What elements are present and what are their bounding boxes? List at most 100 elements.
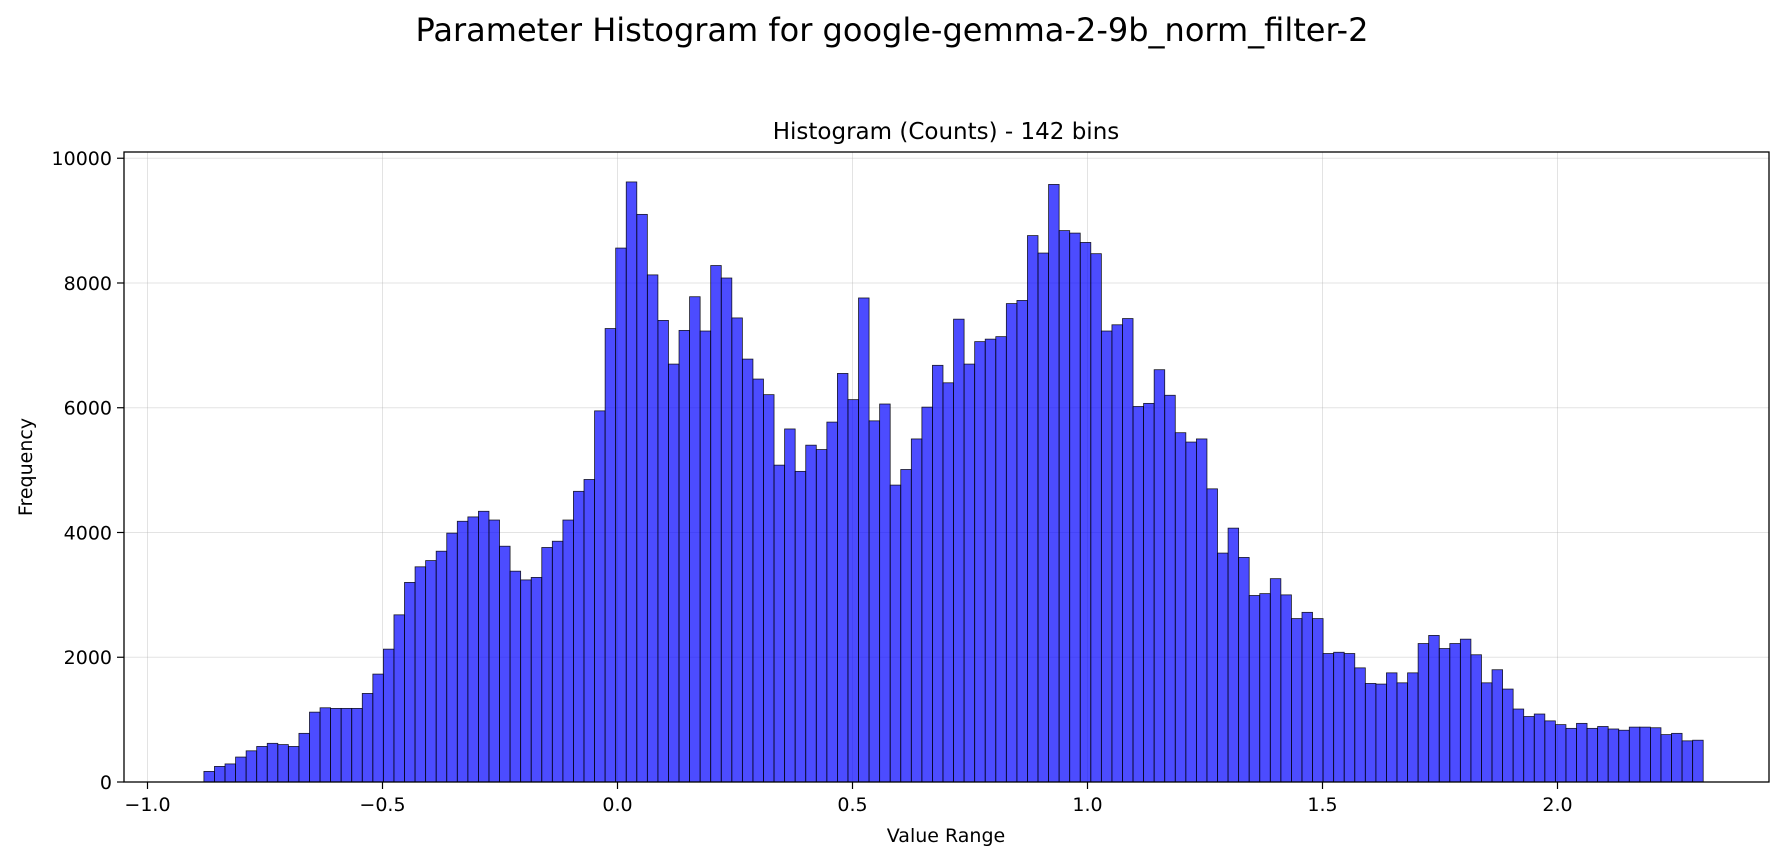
histogram-bar: [245, 750, 258, 783]
histogram-bar: [256, 746, 268, 783]
histogram-bar: [330, 707, 342, 783]
histogram-bar: [763, 394, 775, 783]
histogram-bar: [974, 341, 986, 783]
histogram-bar: [900, 469, 912, 783]
histogram-bar: [1681, 740, 1694, 783]
histogram-bar: [446, 532, 458, 783]
histogram-bar: [1354, 667, 1366, 783]
histogram-bar: [1153, 369, 1166, 783]
histogram-bar: [921, 406, 933, 783]
axes-title: Histogram (Counts) - 142 bins: [773, 119, 1120, 145]
histogram-bar: [541, 547, 553, 783]
histogram-bar: [1217, 552, 1229, 783]
histogram-bar: [910, 438, 923, 783]
histogram-bar: [678, 329, 690, 783]
histogram-bar: [224, 763, 236, 783]
y-tick-label: 4000: [64, 522, 112, 544]
histogram-bars: [203, 181, 1704, 783]
histogram-bar: [604, 328, 617, 783]
histogram-bar: [382, 648, 395, 783]
histogram-bar: [699, 330, 712, 783]
histogram-bar: [1628, 726, 1641, 783]
histogram-bar: [1005, 303, 1018, 783]
histogram-bar: [435, 550, 448, 783]
histogram-bar: [1375, 683, 1387, 783]
x-tick-label: −0.5: [359, 794, 405, 816]
histogram-bar: [1280, 594, 1292, 783]
histogram-bar: [720, 277, 733, 783]
histogram-bar: [1597, 726, 1609, 783]
histogram-bar: [393, 614, 405, 783]
histogram-bar: [615, 247, 627, 783]
histogram-bar: [1164, 394, 1176, 783]
histogram-bar: [562, 519, 574, 783]
histogram-bar: [1248, 595, 1261, 783]
x-axis-label: Value Range: [887, 825, 1005, 847]
histogram-bar: [1259, 593, 1271, 783]
histogram-bar: [826, 421, 838, 783]
histogram-bar: [1586, 727, 1599, 783]
histogram-bar: [1333, 651, 1345, 783]
histogram-bar: [414, 566, 427, 783]
histogram-bar: [1111, 324, 1123, 783]
y-tick-label: 10000: [52, 148, 112, 170]
histogram-bar: [573, 490, 585, 783]
histogram-bar: [499, 545, 511, 783]
histogram-bar: [1322, 653, 1335, 783]
histogram-bar: [1291, 618, 1303, 783]
histogram-bar: [594, 410, 606, 783]
histogram-bar: [235, 756, 247, 783]
histogram-bar: [214, 766, 226, 783]
histogram-bar: [1195, 438, 1208, 783]
histogram-bar: [752, 378, 764, 783]
histogram-bar: [741, 358, 754, 783]
histogram-bar: [1523, 716, 1535, 783]
histogram-bar: [1565, 727, 1577, 783]
histogram-bar: [1554, 724, 1567, 783]
histogram-bar: [1481, 682, 1493, 783]
histogram-bar: [1016, 300, 1028, 783]
y-tick-label: 2000: [64, 647, 112, 669]
y-tick-label: 0: [100, 772, 112, 794]
histogram-bar: [646, 274, 659, 783]
histogram-bar: [1122, 318, 1134, 783]
histogram-bar: [668, 363, 680, 783]
histogram-bar: [1470, 654, 1482, 783]
histogram-bar: [1174, 432, 1187, 783]
histogram-bar: [625, 181, 638, 783]
histogram-bar: [520, 579, 532, 783]
histogram-bar: [995, 336, 1007, 783]
histogram-bar: [456, 520, 469, 783]
histogram-bar: [340, 707, 353, 783]
histogram-bar: [1449, 643, 1461, 783]
histogram-bar: [1079, 242, 1092, 783]
histogram-bar: [815, 449, 828, 783]
y-tick-label: 8000: [64, 273, 112, 295]
histogram-bar: [1206, 488, 1218, 783]
histogram-bar: [404, 581, 416, 783]
histogram-bar: [1576, 722, 1588, 783]
histogram-bar: [1607, 728, 1620, 783]
histogram-bar: [1037, 252, 1049, 783]
x-tick-label: −1.0: [124, 794, 170, 816]
histogram-bar: [1533, 713, 1546, 783]
x-tick-label: 1.5: [1307, 794, 1337, 816]
histogram-bar: [551, 540, 564, 783]
histogram-bar: [1428, 635, 1440, 783]
histogram-bar: [710, 265, 722, 783]
histogram-bar: [1650, 727, 1662, 783]
histogram-bar: [478, 510, 490, 783]
histogram-bar: [530, 577, 543, 783]
x-tick-label: 0.5: [837, 794, 867, 816]
histogram-bar: [837, 373, 849, 783]
histogram-bar: [1143, 402, 1155, 783]
x-tick-label: 0.0: [602, 794, 632, 816]
histogram-bar: [657, 320, 669, 783]
histogram-bar: [879, 403, 891, 783]
histogram-bar: [1544, 720, 1556, 783]
histogram-bar: [847, 399, 859, 783]
histogram-bar: [1238, 557, 1250, 783]
histogram-bar: [583, 479, 595, 783]
histogram-bar: [1618, 729, 1630, 783]
